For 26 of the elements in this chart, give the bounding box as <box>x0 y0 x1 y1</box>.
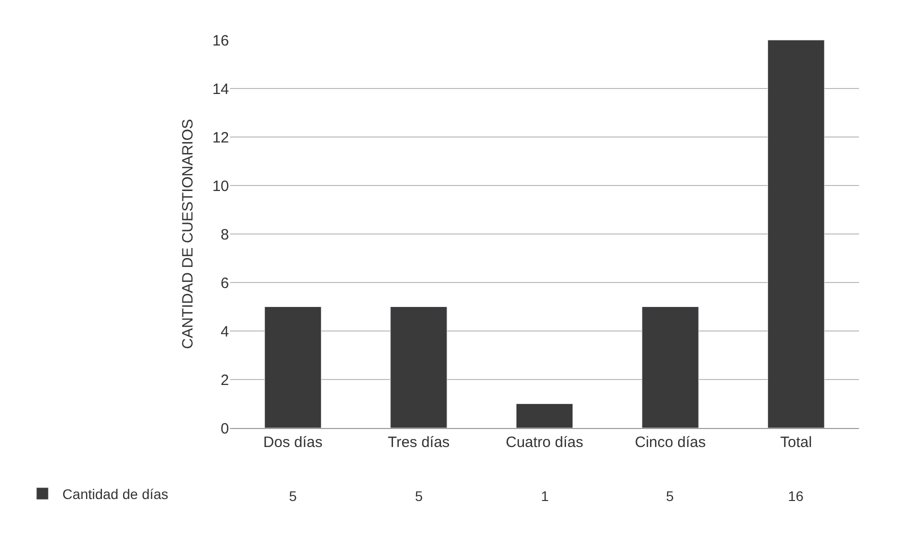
y-tick-label: 8 <box>220 226 229 244</box>
bar <box>516 404 574 428</box>
legend-label: Cantidad de días <box>62 486 168 502</box>
bar <box>768 40 825 428</box>
bar <box>390 306 448 428</box>
y-tick-label: 12 <box>212 129 229 146</box>
x-tick-label: Cuatro días <box>506 434 584 451</box>
x-tick-label: Total <box>780 434 812 451</box>
data-label: 5 <box>666 488 674 504</box>
y-tick-label: 16 <box>212 32 229 50</box>
y-tick-label: 0 <box>220 420 229 438</box>
x-tick-label: Cinco días <box>634 434 706 451</box>
bar <box>264 306 322 428</box>
data-label: 5 <box>415 488 423 504</box>
data-label: 1 <box>541 488 549 504</box>
data-label: 5 <box>289 488 297 504</box>
y-tick-label: 6 <box>220 274 229 292</box>
y-tick-label: 4 <box>220 323 229 340</box>
y-axis-title: CANTIDAD DE CUESTIONARIOS <box>180 118 197 350</box>
y-tick-label: 10 <box>212 178 229 195</box>
x-tick-label: Tres días <box>388 434 450 451</box>
bar <box>642 306 699 428</box>
x-tick-label: Dos días <box>263 434 322 451</box>
data-label: 16 <box>788 488 804 504</box>
y-tick-label: 14 <box>212 80 229 98</box>
y-tick-label: 2 <box>220 372 229 389</box>
